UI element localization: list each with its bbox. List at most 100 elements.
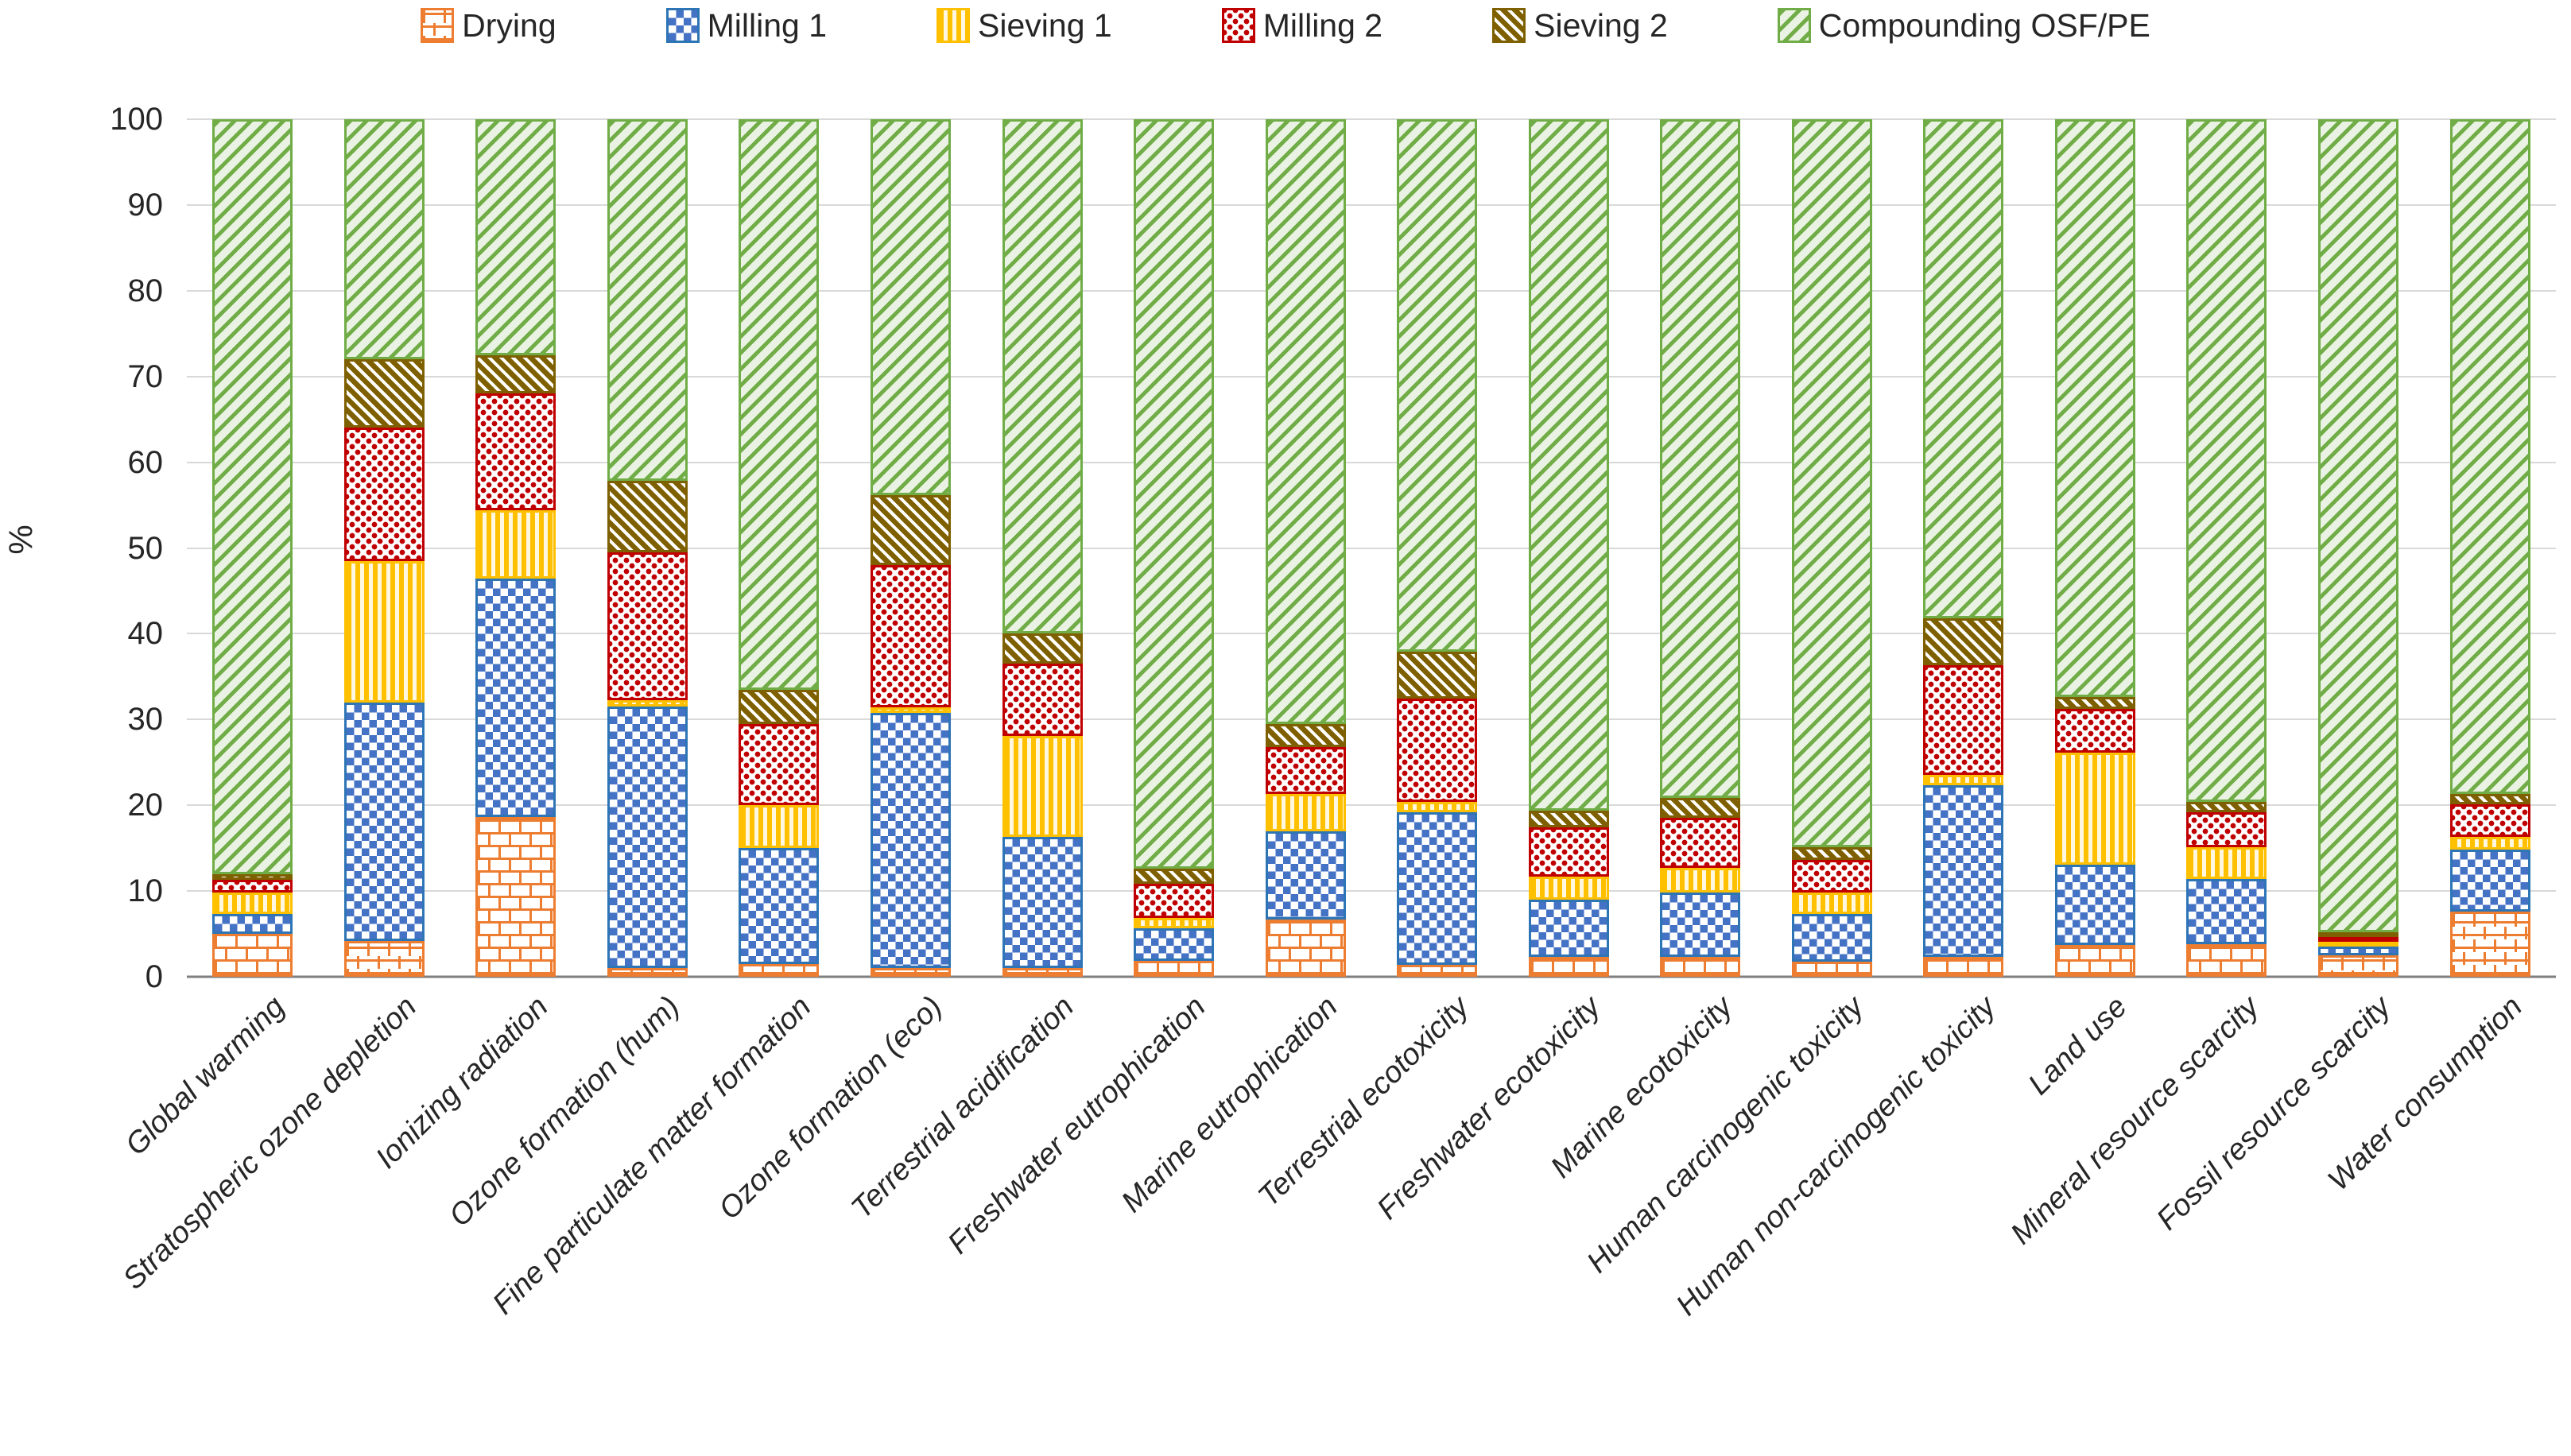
segment-sieving-2 (1397, 652, 1478, 699)
segment-milling-1 (1923, 785, 2004, 958)
segment-sieving-1 (739, 805, 820, 849)
bar-global-warming (212, 119, 293, 977)
segment-compounding-osf-pe (2449, 119, 2530, 795)
legend-swatch-sieving-1-icon (936, 8, 971, 43)
segment-compounding-osf-pe (1397, 119, 1478, 652)
segment-sieving-2 (871, 494, 951, 566)
segment-drying (871, 968, 951, 977)
segment-sieving-1 (1660, 867, 1741, 893)
bar-land-use (2054, 119, 2135, 977)
segment-milling-1 (2186, 879, 2267, 944)
y-tick-label: 40 (127, 616, 164, 652)
segment-sieving-1 (343, 560, 425, 703)
bars (187, 119, 2556, 977)
segment-sieving-2 (475, 354, 556, 394)
y-tick-label: 50 (127, 530, 164, 566)
gridline (187, 118, 2556, 120)
legend-label: Compounding OSF/PE (1818, 6, 2150, 44)
y-tick-label: 90 (127, 187, 164, 223)
segment-sieving-1 (1923, 775, 2004, 786)
segment-drying (212, 934, 293, 977)
segment-milling-2 (1002, 664, 1083, 736)
plot-area (187, 118, 2556, 978)
segment-milling-2 (1397, 699, 1478, 802)
segment-milling-2 (871, 565, 951, 708)
bar-stratospheric-ozone-depletion (343, 119, 425, 977)
segment-sieving-1 (1397, 801, 1478, 812)
segment-compounding-osf-pe (1528, 119, 1609, 811)
legend-item-milling-1: Milling 1 (665, 8, 827, 43)
segment-milling-2 (2054, 709, 2135, 753)
segment-compounding-osf-pe (871, 119, 951, 495)
y-tick-label: 80 (127, 273, 164, 308)
bar-marine-ecotoxicity (1660, 119, 1741, 977)
segment-milling-2 (2318, 936, 2399, 942)
segment-sieving-2 (212, 873, 293, 881)
y-tick-label: 70 (127, 358, 164, 394)
x-axis-line (187, 975, 2556, 978)
bar-ionizing-radiation (475, 119, 556, 977)
segment-compounding-osf-pe (212, 119, 293, 874)
segment-milling-1 (871, 712, 951, 969)
segment-milling-1 (212, 914, 293, 935)
segment-sieving-1 (607, 699, 688, 707)
segment-milling-1 (1265, 831, 1346, 920)
gridline (187, 804, 2556, 807)
segment-milling-1 (1397, 811, 1478, 965)
y-tick-label: 20 (127, 788, 164, 823)
segment-sieving-1 (475, 510, 556, 579)
segment-sieving-2 (1002, 633, 1083, 664)
legend-item-compounding-osf-pe: Compounding OSF/PE (1777, 6, 2150, 44)
segment-milling-1 (607, 707, 688, 969)
bar-terrestrial-acidification (1002, 119, 1083, 977)
segment-milling-1 (1002, 837, 1083, 969)
segment-drying (1528, 957, 1609, 977)
segment-sieving-2 (1265, 723, 1346, 747)
gridline (187, 718, 2556, 721)
legend-label: Sieving 1 (978, 6, 1112, 44)
legend-swatch-sieving-2-icon (1492, 8, 1526, 43)
segment-drying (1791, 961, 1872, 977)
segment-milling-1 (739, 848, 820, 964)
segment-milling-2 (212, 880, 293, 893)
bar-water-consumption (2449, 119, 2530, 977)
segment-sieving-1 (2186, 847, 2267, 879)
x-axis-label-land-use: Land use (2022, 989, 2134, 1102)
segment-sieving-2 (1660, 797, 1741, 819)
segment-drying (1265, 919, 1346, 977)
segment-sieving-2 (1528, 810, 1609, 828)
legend-label: Sieving 2 (1534, 6, 1668, 44)
legend-item-sieving-2: Sieving 2 (1492, 8, 1668, 43)
segment-milling-2 (1923, 665, 2004, 776)
y-tick-label: 0 (145, 959, 163, 994)
segment-sieving-2 (343, 359, 425, 428)
segment-sieving-2 (1134, 869, 1215, 885)
legend-item-sieving-1: Sieving 1 (936, 8, 1112, 43)
x-axis-label-human-carcinogenic-toxicity: Human carcinogenic toxicity (1580, 989, 1871, 1280)
x-axis-label-terrestrial-acidification: Terrestrial acidification (845, 989, 1081, 1226)
bar-freshwater-ecotoxicity (1528, 119, 1609, 977)
bar-mineral-resource-scarcity (2186, 119, 2267, 977)
legend-swatch-drying-icon (421, 8, 455, 43)
legend-swatch-milling-1-icon (665, 8, 700, 43)
segment-compounding-osf-pe (2186, 119, 2267, 802)
segment-milling-2 (1528, 827, 1609, 877)
segment-sieving-2 (2318, 931, 2399, 937)
segment-drying (2186, 944, 2267, 977)
segment-drying (2449, 912, 2530, 977)
gridline (187, 633, 2556, 635)
segment-compounding-osf-pe (607, 119, 688, 482)
segment-sieving-2 (2054, 697, 2135, 710)
segment-sieving-2 (1791, 847, 1872, 861)
y-tick-label: 10 (127, 873, 164, 909)
gridline (187, 375, 2556, 378)
segment-compounding-osf-pe (1265, 119, 1346, 724)
segment-sieving-1 (1791, 893, 1872, 915)
bar-ozone-formation-hum (607, 119, 688, 977)
gridline (187, 289, 2556, 292)
legend-swatch-compounding-osf-pe-icon (1777, 8, 1811, 43)
segment-compounding-osf-pe (2318, 119, 2399, 932)
y-tick-label: 30 (127, 702, 164, 738)
legend-label: Milling 2 (1262, 6, 1383, 44)
segment-milling-1 (343, 702, 425, 941)
